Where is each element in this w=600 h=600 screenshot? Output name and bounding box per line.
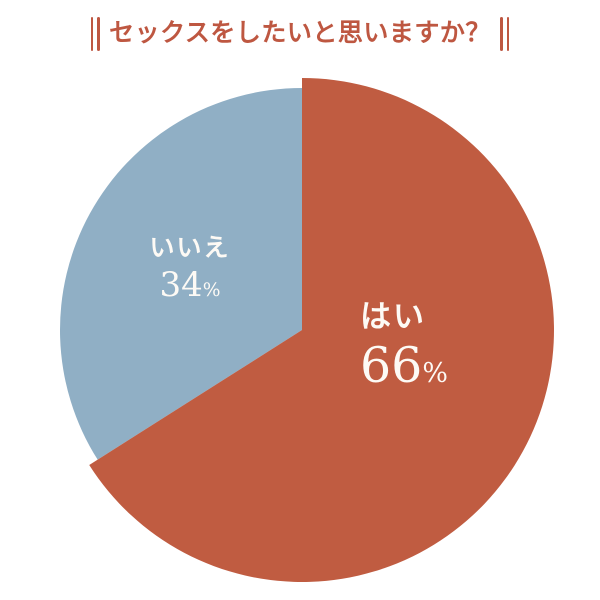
pie-slice-no [59, 88, 303, 460]
pie-slice-yes [89, 78, 554, 582]
slice-value-unit-yes: % [422, 358, 448, 389]
chart-title-row: セックスをしたいと思いますか？ [0, 16, 600, 51]
slice-name-yes: はい [360, 299, 426, 334]
slice-label-no: いいえ 34% [149, 234, 231, 303]
double-bar-bracket-right-icon [499, 16, 509, 51]
double-bar-bracket-left-icon [91, 16, 101, 51]
chart-title: セックスをしたいと思いますか？ [109, 19, 491, 47]
slice-value-no: 34% [149, 268, 230, 302]
slice-label-yes: はい 66% [360, 301, 448, 390]
slice-value-number-yes: 66 [360, 337, 423, 394]
slice-value-number-no: 34 [159, 265, 203, 305]
slice-value-unit-no: % [202, 280, 221, 301]
slice-name-no: いいえ [149, 234, 231, 262]
slice-value-yes: 66% [360, 341, 448, 390]
